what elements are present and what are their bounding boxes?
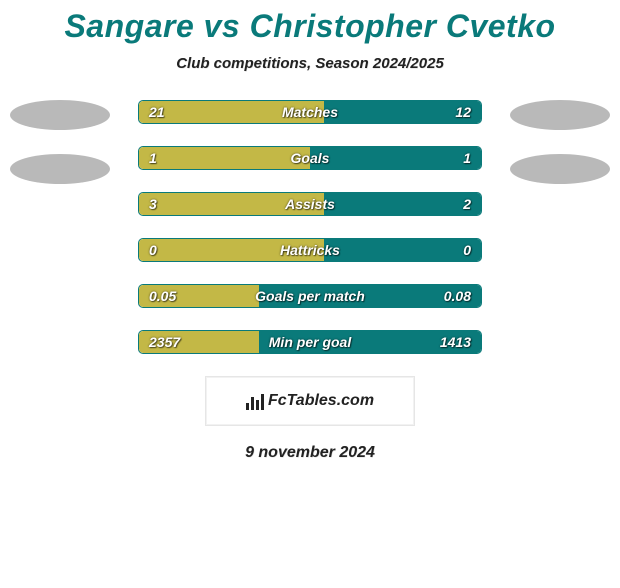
stat-label: Goals (291, 147, 330, 169)
stat-row: 21 12 Matches (138, 100, 482, 124)
bar-fill-left (139, 147, 310, 169)
branding-text: FcTables.com (268, 392, 374, 410)
stat-label: Matches (282, 101, 338, 123)
page-title: Sangare vs Christopher Cvetko (0, 8, 620, 45)
date-text: 9 november 2024 (0, 444, 620, 462)
player-avatar-right (510, 100, 610, 130)
stat-value-right: 2 (463, 193, 471, 215)
player-avatar-left (10, 154, 110, 184)
bar-fill-right (324, 193, 481, 215)
stat-value-right: 0 (463, 239, 471, 261)
stat-row: 2357 1413 Min per goal (138, 330, 482, 354)
stat-value-left: 0 (149, 239, 157, 261)
right-avatar-column (500, 100, 620, 208)
stat-value-left: 2357 (149, 331, 180, 353)
bar-fill-right (324, 239, 481, 261)
stat-label: Hattricks (280, 239, 340, 261)
stat-row: 0 0 Hattricks (138, 238, 482, 262)
stat-row: 0.05 0.08 Goals per match (138, 284, 482, 308)
stat-value-left: 21 (149, 101, 165, 123)
stat-label: Assists (285, 193, 335, 215)
player-avatar-left (10, 100, 110, 130)
stat-value-right: 1413 (440, 331, 471, 353)
bar-chart-icon (246, 392, 264, 410)
stat-value-right: 12 (455, 101, 471, 123)
bar-fill-right (310, 147, 481, 169)
subtitle: Club competitions, Season 2024/2025 (0, 55, 620, 72)
bars-container: 21 12 Matches 1 1 Goals 3 2 Assists 0 0 Hattricks 0.… (138, 100, 482, 354)
player-avatar-right (510, 154, 610, 184)
stat-label: Goals per match (255, 285, 365, 307)
stat-label: Min per goal (269, 331, 351, 353)
stat-value-right: 0.08 (444, 285, 471, 307)
stat-value-left: 1 (149, 147, 157, 169)
stat-value-right: 1 (463, 147, 471, 169)
comparison-chart: 21 12 Matches 1 1 Goals 3 2 Assists 0 0 Hattricks 0.… (0, 100, 620, 354)
stat-value-left: 0.05 (149, 285, 176, 307)
stat-value-left: 3 (149, 193, 157, 215)
stat-row: 3 2 Assists (138, 192, 482, 216)
stat-row: 1 1 Goals (138, 146, 482, 170)
left-avatar-column (0, 100, 120, 208)
branding-badge: FcTables.com (205, 376, 415, 426)
